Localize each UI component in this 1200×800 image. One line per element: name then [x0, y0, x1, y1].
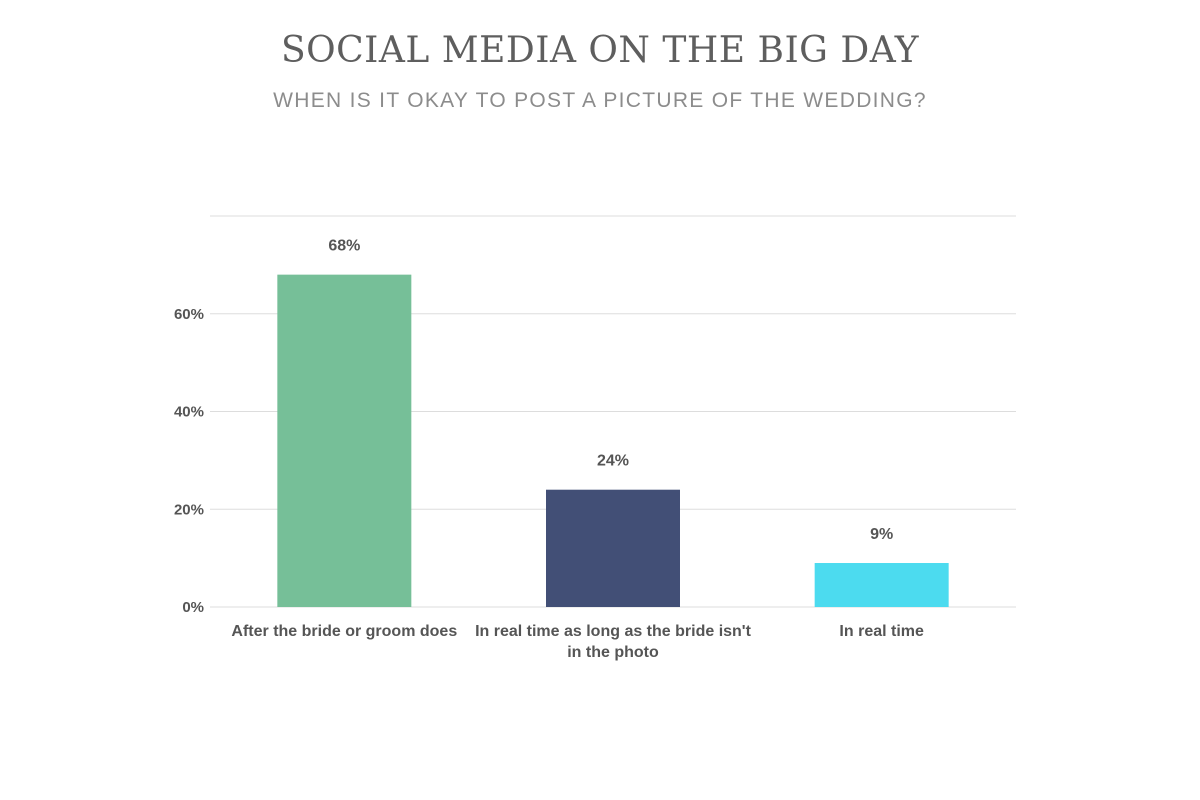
x-category-label: in the photo [567, 644, 659, 661]
y-tick-label: 20% [174, 501, 204, 518]
chart-subtitle: WHEN IS IT OKAY TO POST A PICTURE OF THE… [273, 89, 927, 112]
data-label: 9% [870, 526, 893, 543]
bar [277, 274, 412, 607]
data-label: 24% [597, 453, 629, 470]
x-category-label: After the bride or groom does [231, 623, 457, 640]
y-tick-label: 40% [174, 404, 204, 421]
y-tick-label: 60% [174, 306, 204, 323]
bar [546, 489, 680, 607]
y-tick-label: 0% [182, 599, 204, 616]
x-category-label: In real time [839, 623, 924, 640]
data-label: 68% [328, 238, 360, 255]
x-category-label: In real time as long as the bride isn't [475, 623, 752, 640]
bar [814, 563, 949, 607]
chart-title: SOCIAL MEDIA ON THE BIG DAY [280, 30, 920, 71]
